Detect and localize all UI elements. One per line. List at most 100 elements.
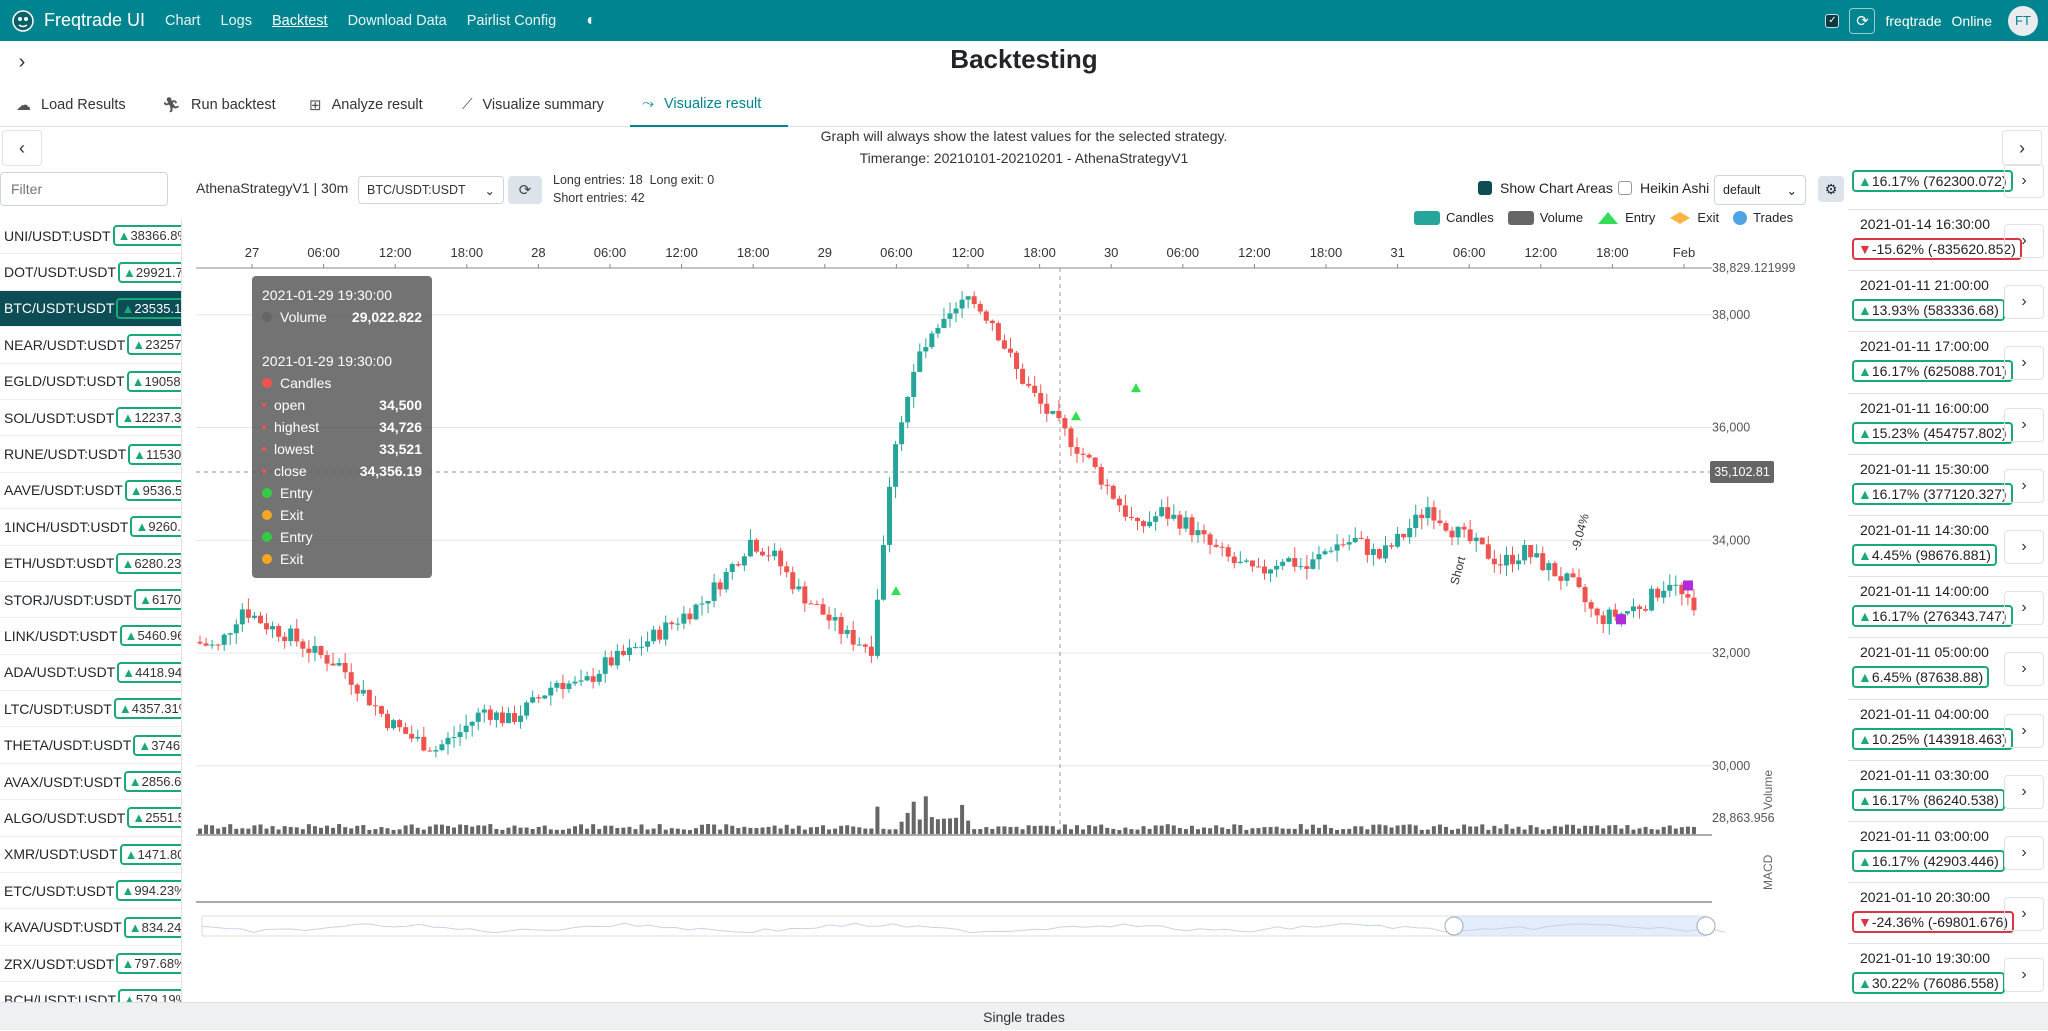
show-areas-checkbox[interactable] bbox=[1478, 181, 1492, 195]
x-tick-label: 28 bbox=[531, 245, 545, 260]
legend-item[interactable]: Candles bbox=[1414, 210, 1494, 225]
next-pair-chevron-right-icon[interactable]: › bbox=[2002, 130, 2042, 166]
nav-link-logs[interactable]: Logs bbox=[220, 12, 252, 29]
avatar[interactable]: FT bbox=[2008, 5, 2038, 36]
pair-item[interactable]: RUNE/USDT:USDT ▲11530 bbox=[0, 436, 181, 473]
nav-checkbox[interactable]: ✓ bbox=[1825, 13, 1840, 28]
pair-item[interactable]: XMR/USDT:USDT ▲1471.80 bbox=[0, 837, 181, 874]
candle-body bbox=[1298, 566, 1304, 568]
trade-item[interactable]: ▲16.17% (762300.072) › bbox=[1848, 164, 2048, 210]
trade-item[interactable]: 2021-01-11 03:30:00 ▲16.17% (86240.538) › bbox=[1848, 761, 2048, 822]
nav-link-chart[interactable]: Chart bbox=[165, 12, 201, 29]
layout-select[interactable]: default ⌄ bbox=[1714, 175, 1806, 205]
heikin-checkbox[interactable] bbox=[1618, 181, 1632, 195]
trade-item[interactable]: 2021-01-11 04:00:00 ▲10.25% (143918.463) › bbox=[1848, 700, 2048, 761]
volume-bar bbox=[1595, 825, 1600, 834]
trade-item[interactable]: 2021-01-11 16:00:00 ▲15.23% (454757.802) › bbox=[1848, 394, 2048, 455]
brand-title[interactable]: Freqtrade UI bbox=[44, 10, 146, 30]
trade-detail-chevron-right-icon[interactable]: › bbox=[2004, 897, 2044, 932]
single-trades-footer[interactable]: Single trades bbox=[0, 1002, 2048, 1030]
tab-run-backtest[interactable]: 🏃︎ Run backtest bbox=[150, 82, 288, 127]
pair-item[interactable]: AVAX/USDT:USDT ▲2856.6 bbox=[0, 764, 181, 801]
trade-item[interactable]: 2021-01-11 03:00:00 ▲16.17% (42903.446) › bbox=[1848, 822, 2048, 884]
pair-item[interactable]: THETA/USDT:USDT ▲3746. bbox=[0, 727, 181, 764]
trade-item[interactable]: 2021-01-11 14:00:00 ▲16.17% (276343.747) › bbox=[1848, 577, 2048, 639]
trade-detail-chevron-right-icon[interactable]: › bbox=[2004, 224, 2044, 258]
trade-item[interactable]: 2021-01-11 15:30:00 ▲16.17% (377120.327) › bbox=[1848, 455, 2048, 516]
tab-visualize-summary[interactable]: ⟋ Visualize summary bbox=[450, 82, 616, 127]
pair-item[interactable]: ETC/USDT:USDT ▲994.23% bbox=[0, 873, 181, 910]
heikin-ashi-toggle[interactable]: Heikin Ashi bbox=[1618, 180, 1709, 196]
legend-item[interactable]: Volume bbox=[1507, 210, 1583, 225]
pair-item[interactable]: EGLD/USDT:USDT ▲19058. bbox=[0, 364, 181, 400]
pair-item[interactable]: ALGO/USDT:USDT▲2551.5 bbox=[0, 800, 181, 837]
volume-bar bbox=[204, 824, 209, 834]
trade-detail-chevron-right-icon[interactable]: › bbox=[2004, 285, 2044, 320]
pair-filter-input[interactable] bbox=[0, 172, 168, 206]
trade-detail-chevron-right-icon[interactable]: › bbox=[2004, 346, 2044, 381]
trade-item[interactable]: 2021-01-11 21:00:00 ▲13.93% (583336.68) › bbox=[1848, 271, 2048, 333]
pair-item[interactable]: UNI/USDT:USDT▲38366.8% bbox=[0, 218, 181, 255]
trade-detail-chevron-right-icon[interactable]: › bbox=[2004, 591, 2044, 626]
trade-detail-chevron-right-icon[interactable]: › bbox=[2004, 958, 2044, 993]
pair-item[interactable]: ETH/USDT:USDT ▲6280.23 bbox=[0, 546, 181, 582]
trade-item[interactable]: 2021-01-11 17:00:00 ▲16.17% (625088.701) › bbox=[1848, 332, 2048, 394]
refresh-icon[interactable]: ⟳ bbox=[1849, 7, 1876, 34]
show-chart-areas-toggle[interactable]: Show Chart Areas bbox=[1478, 180, 1613, 196]
pair-item[interactable]: STORJ/USDT:USDT▲6170. bbox=[0, 582, 181, 619]
volume-bar bbox=[1661, 826, 1666, 834]
legend-item[interactable]: Exit bbox=[1669, 210, 1719, 225]
pair-name: XMR/USDT:USDT bbox=[4, 846, 118, 863]
tooltip-candle-time: 2021-01-29 19:30:00 bbox=[262, 353, 392, 369]
pair-item[interactable]: ZRX/USDT:USDT ▲797.68% bbox=[0, 946, 181, 983]
sidebar-toggle-chevron-right-icon[interactable]: › bbox=[18, 50, 26, 73]
trade-item[interactable]: 2021-01-10 20:30:00 ▼-24.36% (-69801.676)… bbox=[1848, 883, 2048, 945]
trade-detail-chevron-right-icon[interactable]: › bbox=[2004, 652, 2044, 687]
gear-icon[interactable]: ⚙ bbox=[1818, 176, 1844, 202]
volume-bar bbox=[1050, 826, 1055, 834]
trade-detail-chevron-right-icon[interactable]: › bbox=[2004, 713, 2044, 748]
pair-profit-value: 29921.7 bbox=[135, 264, 181, 280]
pair-item[interactable]: NEAR/USDT:USDT ▲23257 bbox=[0, 327, 181, 364]
legend-item[interactable]: Entry bbox=[1597, 210, 1655, 225]
pair-profit-value: 12237.3 bbox=[134, 410, 181, 426]
tab-analyze-result[interactable]: ⊞ Analyze result bbox=[297, 82, 435, 127]
legend-item[interactable]: Trades bbox=[1733, 210, 1793, 225]
pair-item[interactable]: ADA/USDT:USDT ▲4418.94 bbox=[0, 655, 181, 692]
trade-detail-chevron-right-icon[interactable]: › bbox=[2004, 835, 2044, 870]
theme-toggle-icon[interactable]: ◐ bbox=[586, 11, 596, 29]
trade-detail-chevron-right-icon[interactable]: › bbox=[2004, 407, 2044, 442]
trade-item[interactable]: 2021-01-10 19:30:00 ▲30.22% (76086.558) › bbox=[1848, 944, 2048, 1002]
trade-detail-chevron-right-icon[interactable]: › bbox=[2004, 774, 2044, 809]
pair-item[interactable]: AAVE/USDT:USDT ▲9536.5 bbox=[0, 473, 181, 510]
pair-item[interactable]: LTC/USDT:USDT▲4357.31% bbox=[0, 691, 181, 728]
trade-item[interactable]: 2021-01-11 05:00:00 ▲6.45% (87638.88) › bbox=[1848, 638, 2048, 700]
trade-detail-chevron-right-icon[interactable]: › bbox=[2004, 468, 2044, 503]
x-tick-label: 06:00 bbox=[307, 245, 340, 260]
pair-select[interactable]: BTC/USDT:USDT ⌄ bbox=[358, 176, 504, 204]
candle-body bbox=[626, 647, 632, 656]
tab-visualize-result[interactable]: ⤳ Visualize result bbox=[630, 82, 788, 127]
nav-link-backtest[interactable]: Backtest bbox=[271, 12, 328, 29]
trade-detail-chevron-right-icon[interactable]: › bbox=[2004, 529, 2044, 564]
trade-item[interactable]: 2021-01-14 16:30:00 ▼-15.62% (-835620.852… bbox=[1848, 210, 2048, 272]
nav-link-pairlist-config[interactable]: Pairlist Config bbox=[466, 12, 557, 29]
pair-item[interactable]: DOT/USDT:USDT ▲29921.7 bbox=[0, 254, 181, 291]
trade-detail-chevron-right-icon[interactable]: › bbox=[2004, 164, 2044, 198]
trade-item[interactable]: 2021-01-11 14:30:00 ▲4.45% (98676.881) › bbox=[1848, 516, 2048, 578]
freqtrade-logo-icon[interactable] bbox=[10, 8, 36, 34]
prev-pair-chevron-left-icon[interactable]: ‹ bbox=[2, 130, 42, 166]
tab-load-results[interactable]: ☁ Load Results bbox=[4, 82, 138, 127]
reload-chart-refresh-icon[interactable]: ⟳ bbox=[508, 176, 542, 204]
trade-list: ▲16.17% (762300.072) › 2021-01-14 16:30:00… bbox=[1848, 164, 2048, 1002]
pair-item[interactable]: BTC/USDT:USDT ▲23535.1 bbox=[0, 290, 181, 328]
pair-item[interactable]: 1INCH/USDT:USDT ▲9260. bbox=[0, 509, 181, 546]
pair-item[interactable]: LINK/USDT:USDT ▲5460.96 bbox=[0, 618, 181, 655]
triangle-up-icon: ▲ bbox=[1858, 975, 1872, 992]
volume-bar bbox=[1383, 825, 1388, 834]
pair-item[interactable]: KAVA/USDT:USDT ▲834.24 bbox=[0, 909, 181, 946]
pair-item[interactable]: BCH/USDT:USDT▲579.19% bbox=[0, 982, 181, 1002]
candlestick-chart[interactable]: 27 06:00 12:00 18:00 28 06:00 12:00 18:00 29 06:0… bbox=[196, 210, 1816, 950]
pair-item[interactable]: SOL/USDT:USDT ▲12237.3 bbox=[0, 400, 181, 437]
nav-link-download-data[interactable]: Download Data bbox=[347, 12, 447, 29]
